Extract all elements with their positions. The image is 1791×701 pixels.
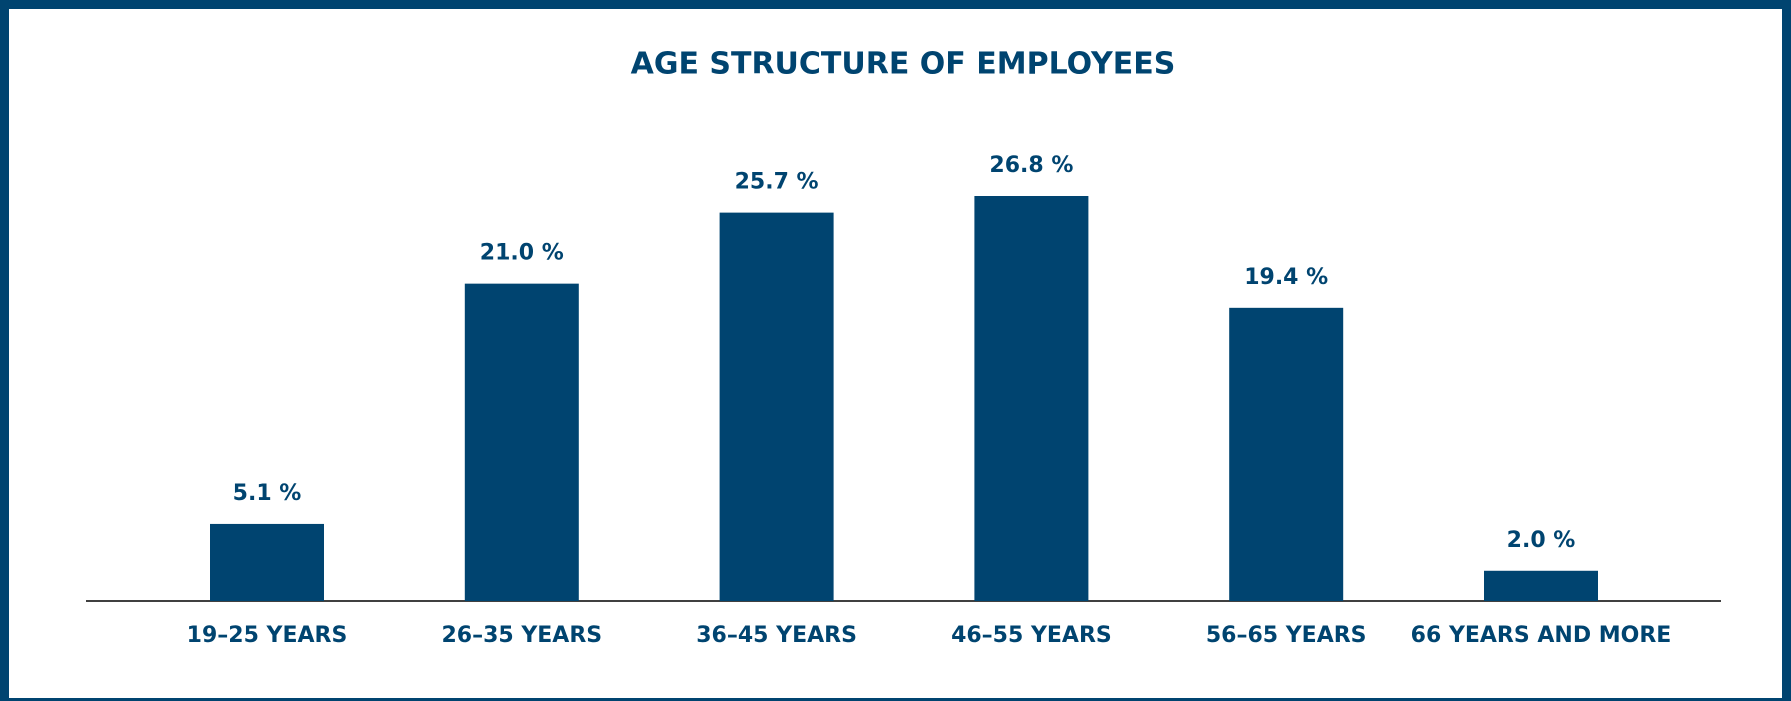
bar bbox=[464, 283, 579, 601]
bar bbox=[1229, 307, 1344, 601]
bar bbox=[210, 523, 324, 601]
x-tick-label: 66 YEARS AND MORE bbox=[1411, 623, 1672, 648]
x-tick-label: 26–35 YEARS bbox=[441, 623, 602, 648]
bar bbox=[1484, 570, 1598, 601]
x-tick-label: 56–65 YEARS bbox=[1206, 623, 1367, 648]
bar bbox=[974, 196, 1089, 601]
bar bbox=[719, 212, 834, 601]
value-label: 26.8 % bbox=[989, 153, 1073, 178]
value-label: 5.1 % bbox=[233, 481, 302, 506]
value-label: 19.4 % bbox=[1244, 265, 1328, 290]
x-tick-label: 36–45 YEARS bbox=[696, 623, 857, 648]
value-label: 2.0 % bbox=[1507, 528, 1576, 553]
value-label: 25.7 % bbox=[735, 170, 819, 195]
chart-title: AGE STRUCTURE OF EMPLOYEES bbox=[631, 47, 1176, 82]
value-label: 21.0 % bbox=[480, 241, 564, 266]
x-tick-label: 19–25 YEARS bbox=[187, 623, 348, 648]
x-tick-label: 46–55 YEARS bbox=[951, 623, 1112, 648]
